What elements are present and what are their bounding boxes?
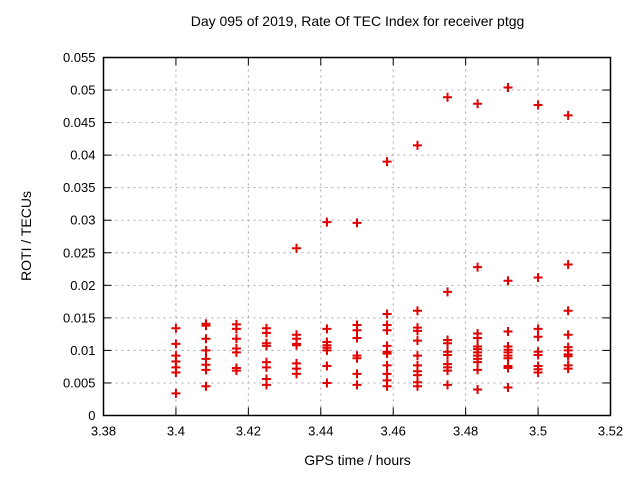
data-point-marker — [533, 324, 543, 334]
data-point-marker — [443, 287, 453, 297]
data-point-marker — [443, 366, 453, 376]
data-point-marker — [533, 273, 543, 283]
x-tick-label: 3.38 — [91, 424, 116, 439]
data-point-marker — [503, 353, 513, 363]
data-point-marker — [352, 353, 362, 363]
data-point-marker — [231, 324, 241, 334]
data-point-marker — [201, 345, 211, 355]
y-tick-label: 0.02 — [70, 278, 95, 293]
data-point-marker — [231, 347, 241, 357]
y-tick-label: 0.025 — [63, 245, 96, 260]
data-point-marker — [503, 276, 513, 286]
data-point-marker — [443, 338, 453, 348]
plot-border — [102, 56, 612, 417]
data-point-marker — [533, 350, 543, 360]
data-point-marker — [503, 383, 513, 393]
y-tick-label: 0.05 — [70, 83, 95, 98]
data-point-marker — [352, 380, 362, 390]
data-point-marker — [382, 309, 392, 319]
data-point-marker — [503, 82, 513, 92]
y-tick-label: 0.015 — [63, 310, 96, 325]
data-point-marker — [563, 351, 573, 361]
data-point-marker — [322, 217, 332, 227]
data-point-marker — [412, 140, 422, 150]
data-point-marker — [443, 92, 453, 102]
data-point-marker — [382, 157, 392, 167]
data-point-marker — [171, 388, 181, 398]
data-point-marker — [292, 243, 302, 253]
data-point-marker — [201, 365, 211, 375]
data-point-marker — [322, 378, 332, 388]
data-point-marker — [563, 110, 573, 120]
x-tick-label: 3.52 — [598, 424, 623, 439]
data-point-marker — [201, 321, 211, 331]
data-point-marker — [261, 380, 271, 390]
data-point-marker — [473, 333, 483, 343]
y-tick-label: 0 — [88, 408, 95, 423]
data-point-marker — [352, 333, 362, 343]
x-tick-label: 3.46 — [381, 424, 406, 439]
data-point-marker — [563, 330, 573, 340]
x-tick-label: 3.4 — [167, 424, 185, 439]
data-point-marker — [503, 327, 513, 337]
chart-title: Day 095 of 2019, Rate Of TEC Index for r… — [190, 13, 525, 29]
data-point-marker — [382, 349, 392, 359]
data-point-marker — [473, 262, 483, 272]
data-point-marker — [322, 324, 332, 334]
y-tick-label: 0.03 — [70, 213, 95, 228]
data-point-marker — [231, 334, 241, 344]
y-tick-label: 0.045 — [63, 115, 96, 130]
data-point-marker — [382, 381, 392, 391]
data-point-marker — [292, 369, 302, 379]
data-point-marker — [201, 381, 211, 391]
data-point-marker — [201, 334, 211, 344]
y-tick-label: 0.035 — [63, 180, 96, 195]
data-point-marker — [171, 368, 181, 378]
x-tick-label: 3.5 — [529, 424, 547, 439]
data-point-marker — [231, 366, 241, 376]
data-point-marker — [171, 339, 181, 349]
data-point-marker — [563, 364, 573, 374]
data-point-marker — [352, 218, 362, 228]
data-point-marker — [412, 326, 422, 336]
data-point-marker — [443, 350, 453, 360]
data-point-marker — [412, 381, 422, 391]
data-point-marker — [352, 369, 362, 379]
data-point-marker — [443, 380, 453, 390]
data-point-marker — [473, 99, 483, 109]
x-axis-label: GPS time / hours — [304, 452, 411, 468]
data-point-marker — [412, 306, 422, 316]
x-tick-label: 3.42 — [236, 424, 261, 439]
data-point-marker — [473, 357, 483, 367]
x-tick-label: 3.44 — [308, 424, 333, 439]
data-point-marker — [503, 363, 513, 373]
x-tick-label: 3.48 — [453, 424, 478, 439]
data-point-marker — [563, 259, 573, 269]
data-point-marker — [261, 341, 271, 351]
y-tick-label: 0.005 — [63, 375, 96, 390]
data-point-marker — [533, 368, 543, 378]
data-point-marker — [322, 345, 332, 355]
data-point-marker — [261, 328, 271, 338]
y-tick-label: 0.01 — [70, 343, 95, 358]
data-point-marker — [382, 325, 392, 335]
data-point-marker — [533, 100, 543, 110]
y-tick-label: 0.055 — [63, 50, 96, 65]
data-point-marker — [352, 325, 362, 335]
data-point-marker — [533, 332, 543, 342]
data-point-marker — [412, 336, 422, 346]
data-point-marker — [473, 384, 483, 394]
data-point-marker — [473, 365, 483, 375]
data-point-marker — [382, 360, 392, 370]
data-point-marker — [261, 362, 271, 372]
data-point-marker — [292, 340, 302, 350]
data-point-marker — [171, 323, 181, 333]
data-point-marker — [412, 351, 422, 361]
y-tick-label: 0.04 — [70, 148, 95, 163]
data-point-marker — [322, 361, 332, 371]
data-point-marker — [563, 306, 573, 316]
